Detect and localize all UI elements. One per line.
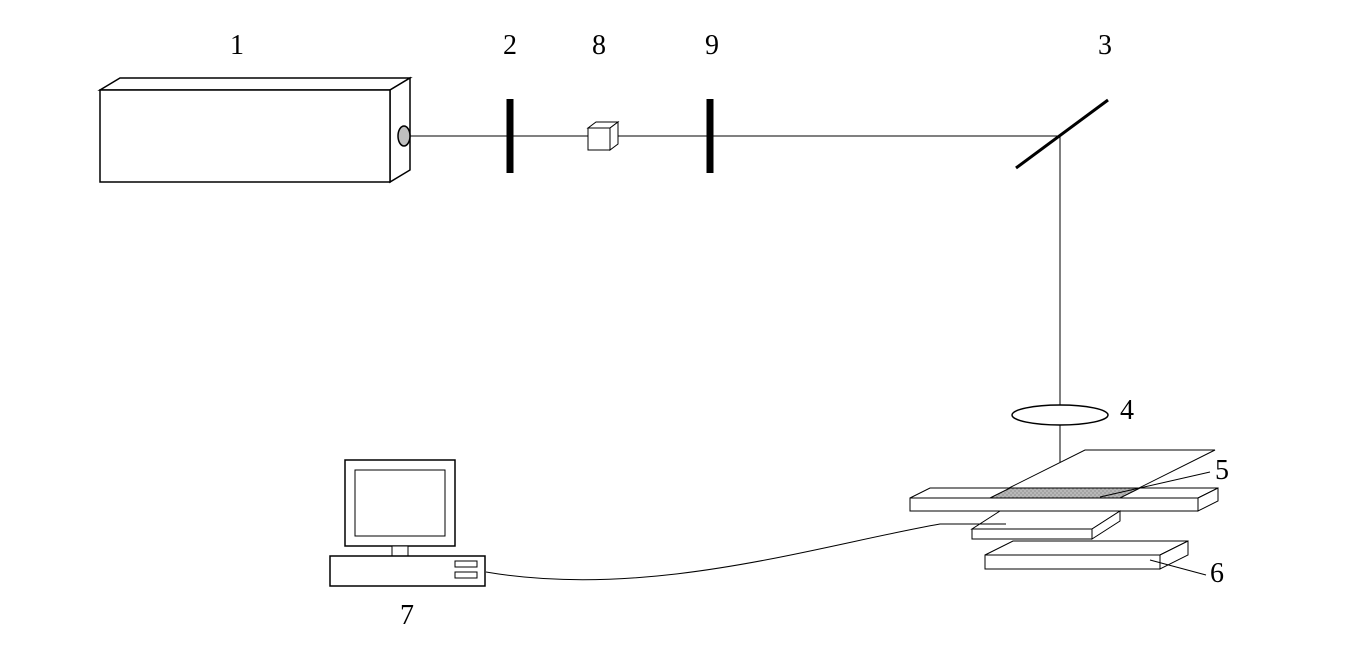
- label-7: 7: [400, 600, 414, 632]
- mirror-3: [1016, 100, 1108, 168]
- stage5-front: [910, 498, 1198, 511]
- label-5: 5: [1215, 455, 1229, 487]
- computer-neck: [392, 546, 408, 556]
- optical-diagram: [0, 0, 1345, 654]
- cube-8-front: [588, 128, 610, 150]
- stage5-back-arm: [1005, 450, 1215, 490]
- label-9: 9: [705, 30, 719, 62]
- computer-screen: [355, 470, 445, 536]
- label-3: 3: [1098, 30, 1112, 62]
- lens-4: [1012, 405, 1108, 425]
- label-4: 4: [1120, 395, 1134, 427]
- label-2: 2: [503, 30, 517, 62]
- laser-aperture: [398, 126, 410, 146]
- stage6-top: [985, 541, 1188, 555]
- computer-drive-2: [455, 572, 477, 578]
- stage5-front-arm-front: [972, 529, 1092, 539]
- cable-computer-stage: [486, 524, 1006, 580]
- label-8: 8: [592, 30, 606, 62]
- computer-drive-1: [455, 561, 477, 567]
- slit-2: [507, 99, 514, 173]
- label-1: 1: [230, 30, 244, 62]
- laser-box-top: [100, 78, 410, 90]
- stage6-front: [985, 555, 1160, 569]
- label-6: 6: [1210, 558, 1224, 590]
- slit-9: [707, 99, 714, 173]
- laser-box-front: [100, 90, 390, 182]
- diagram-stage: 1 2 3 4 5 6 7 8 9: [0, 0, 1345, 654]
